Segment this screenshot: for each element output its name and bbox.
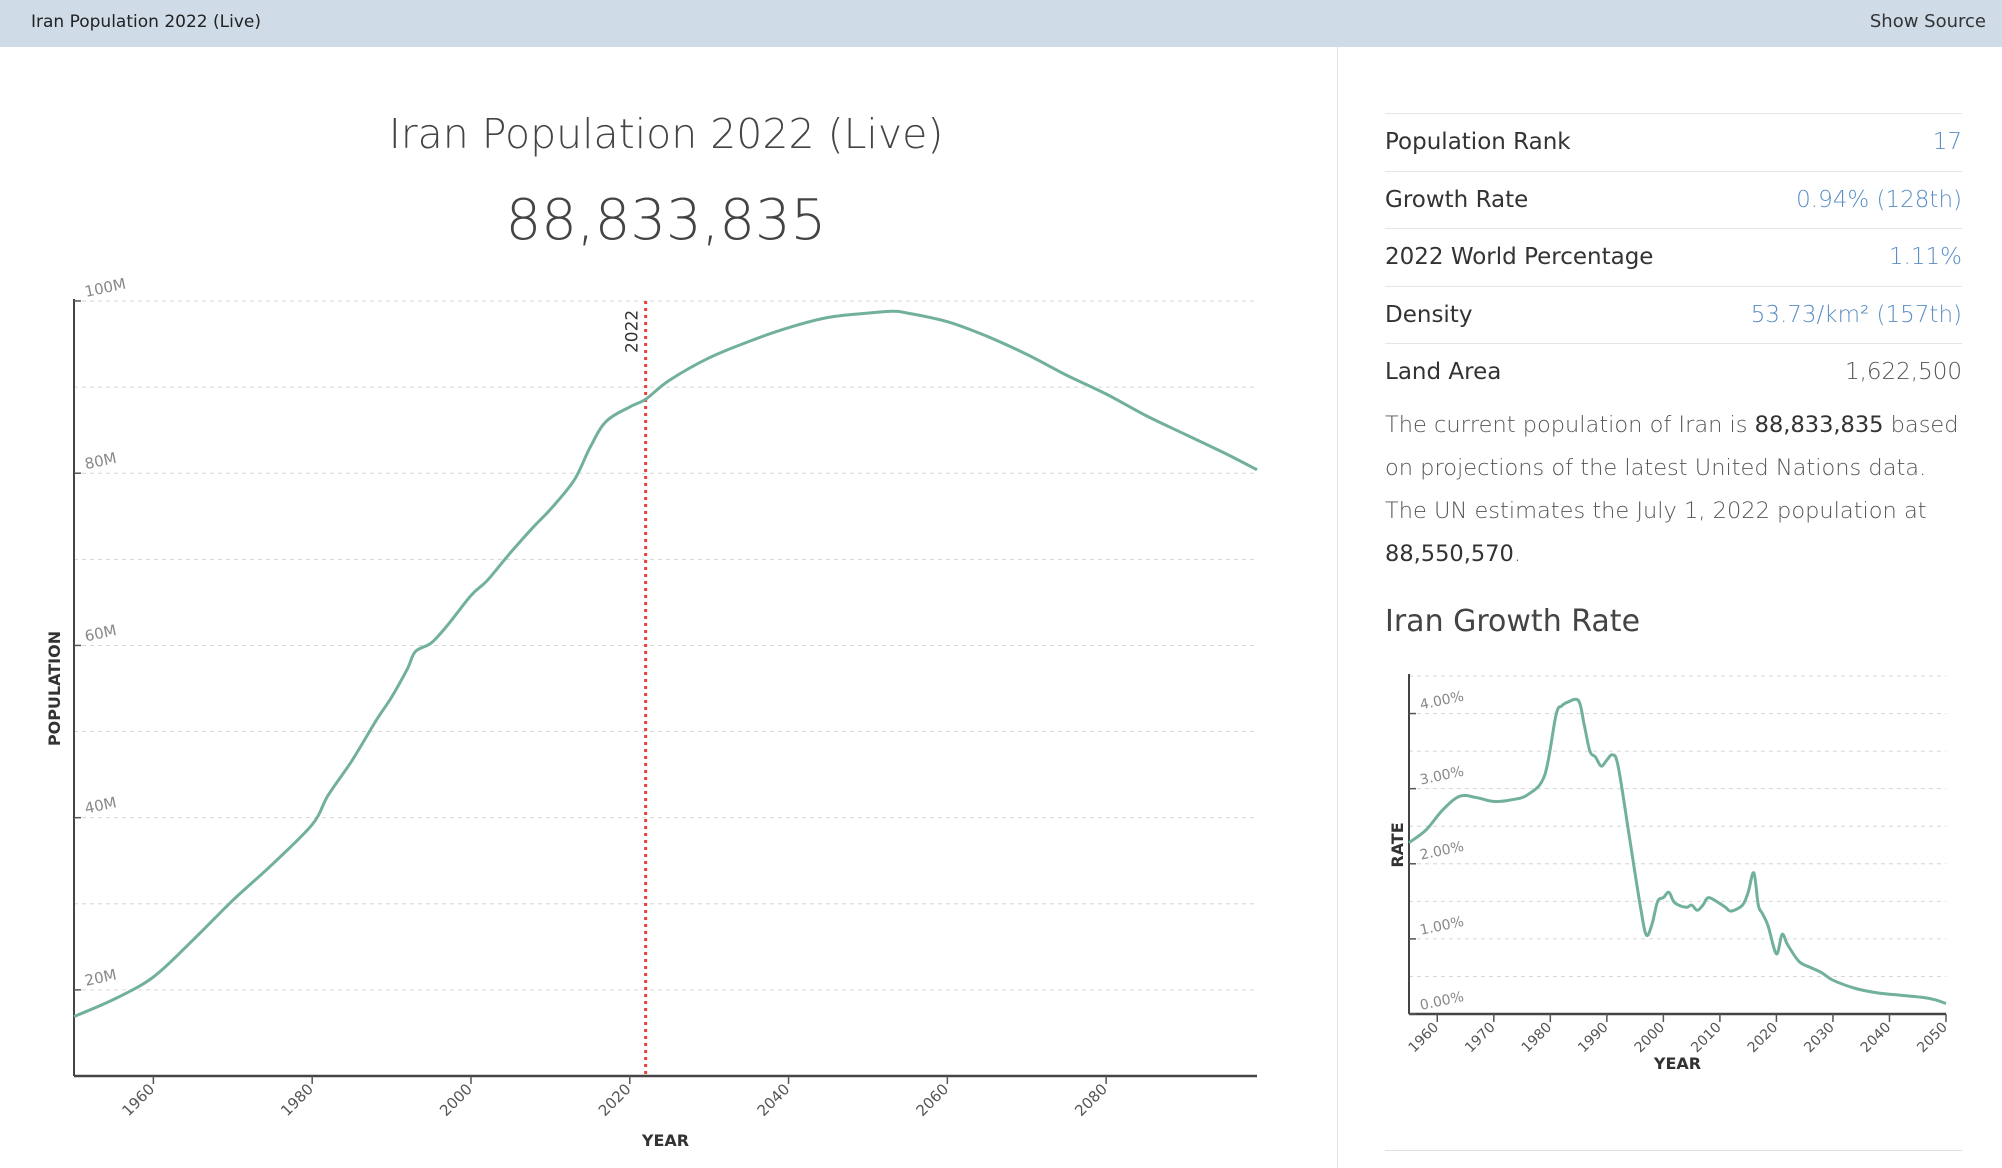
series-line (73, 309, 1258, 1018)
column-divider (1337, 47, 1338, 1168)
y-axis-label: RATE (1388, 822, 1407, 867)
stat-label: Density (1385, 301, 1473, 328)
live-population-counter: 88,833,835 (505, 188, 827, 253)
stat-row: Population Rank 17 (1385, 113, 1962, 171)
stat-row: 2022 World Percentage 1.11% (1385, 228, 1962, 286)
y-tick-label: 2.00% (1419, 839, 1466, 864)
stat-label: Growth Rate (1385, 186, 1529, 213)
y-tick-label: 0.00% (1419, 989, 1466, 1014)
x-tick-label: 2060 (912, 1080, 952, 1120)
y-tick-label: 4.00% (1419, 689, 1466, 714)
stat-value[interactable]: 1.11% (1888, 244, 1962, 271)
x-tick-label: 2080 (1071, 1080, 1111, 1120)
chart-title: Iran Population 2022 (Live) (388, 110, 944, 158)
stat-label: Land Area (1385, 359, 1502, 386)
stat-value[interactable]: 0.94% (128th) (1796, 186, 1962, 213)
growth-rate-title: Iran Growth Rate (1385, 603, 1641, 639)
x-tick-label: 2050 (1914, 1020, 1951, 1057)
bottom-divider (1385, 1150, 1962, 1151)
x-tick-label: 1970 (1462, 1020, 1499, 1057)
x-tick-label: 2040 (754, 1080, 794, 1120)
y-tick-label: 100M (83, 275, 127, 301)
x-tick-label: 1980 (1519, 1020, 1556, 1057)
stat-row: Growth Rate 0.94% (128th) (1385, 170, 1962, 229)
population-description: The current population of Iran is 88,833… (1385, 411, 1959, 567)
x-axis-label: YEAR (1653, 1054, 1701, 1073)
y-tick-label: 20M (83, 966, 118, 990)
population-chart: 20M 40M 60M 80M 100M 1960 1980 2000 2020 2040 2060… (45, 275, 1258, 1150)
un-estimate-value: 88,550,570 (1385, 540, 1514, 567)
x-tick-label: 1960 (1406, 1020, 1443, 1057)
y-tick-label: 1.00% (1419, 914, 1466, 939)
stat-value[interactable]: 17 (1932, 129, 1962, 156)
y-tick-label: 40M (83, 793, 118, 817)
show-source-button[interactable]: Show Source (1869, 11, 1986, 32)
x-tick-label: 2020 (1745, 1020, 1782, 1057)
stat-label: 2022 World Percentage (1385, 244, 1654, 271)
stats-table: Population Rank 17 Growth Rate 0.94% (128th… (1385, 113, 1962, 401)
y-axis-label: POPULATION (45, 631, 64, 746)
stat-label: Population Rank (1385, 129, 1571, 156)
x-tick-label: 2020 (595, 1080, 635, 1120)
stat-row: Density 53.73/km² (157th) (1385, 285, 1962, 344)
x-tick-label: 2040 (1858, 1020, 1895, 1057)
series-line (1408, 697, 1947, 1005)
x-tick-label: 2000 (436, 1080, 476, 1120)
sidebar: Population Rank 17 Growth Rate 0.94% (128th… (1385, 113, 1962, 639)
current-year-label: 2022 (623, 310, 643, 353)
x-tick-label: 2000 (1632, 1020, 1669, 1057)
current-population-value: 88,833,835 (1754, 411, 1884, 438)
x-tick-label: 2010 (1688, 1020, 1725, 1057)
x-tick-label: 1980 (277, 1080, 317, 1120)
stat-value[interactable]: 53.73/km² (157th) (1750, 301, 1962, 328)
page-title: Iran Population 2022 (Live) (31, 12, 261, 32)
top-bar: Iran Population 2022 (Live) Show Source (0, 0, 2002, 47)
x-tick-label: 1990 (1575, 1020, 1612, 1057)
y-tick-label: 3.00% (1419, 764, 1466, 789)
y-tick-label: 60M (83, 621, 118, 645)
x-tick-label: 2030 (1801, 1020, 1838, 1057)
x-tick-label: 1960 (118, 1080, 158, 1120)
stat-row: Land Area 1,622,500 (1385, 343, 1962, 401)
x-axis-label: YEAR (641, 1131, 689, 1150)
stat-value: 1,622,500 (1844, 359, 1962, 386)
y-tick-label: 80M (83, 449, 118, 473)
